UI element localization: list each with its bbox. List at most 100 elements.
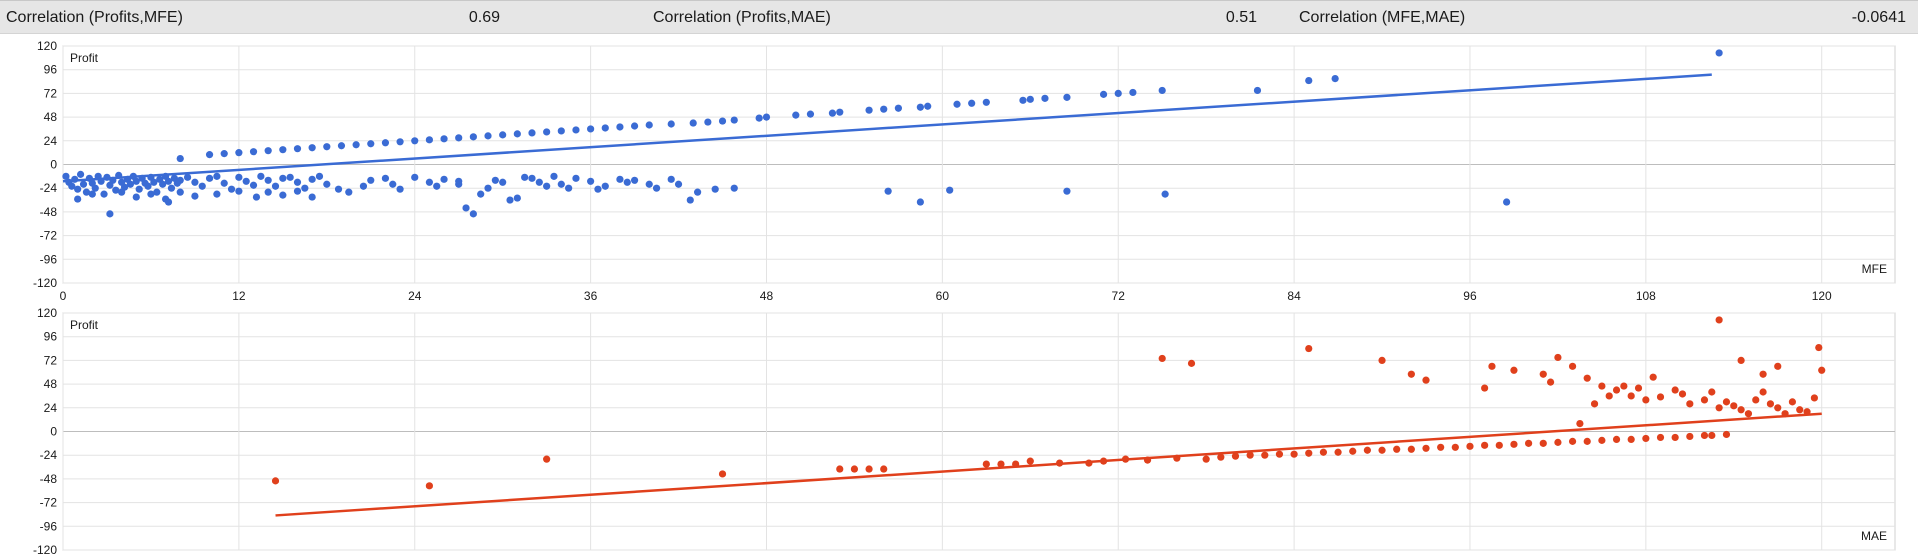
mae-data-point <box>718 470 727 478</box>
mfe-data-point <box>159 180 167 188</box>
mfe-data-point <box>924 102 932 110</box>
mae-data-point <box>1774 362 1782 370</box>
mae-data-point <box>1583 437 1591 445</box>
mae-data-point <box>1686 432 1694 441</box>
mae-data-point <box>1407 370 1415 378</box>
mae-data-point <box>1774 404 1782 412</box>
mae-data-point <box>1466 442 1474 450</box>
stat-label-profits-mfe: Correlation (Profits,MFE) <box>6 9 183 26</box>
mfe-y-tick-label: -24 <box>40 181 58 195</box>
mae-data-point <box>1568 362 1577 370</box>
mfe-data-point <box>337 142 346 150</box>
mfe-data-point <box>293 187 302 195</box>
mae-data-point <box>850 465 859 473</box>
mfe-data-point <box>389 180 397 188</box>
mfe-data-point <box>440 175 448 183</box>
mae-data-point <box>1671 386 1679 394</box>
mae-data-point <box>1656 393 1665 401</box>
mfe-data-point <box>334 185 343 193</box>
mfe-data-point <box>543 182 551 190</box>
mae-data-point <box>1422 376 1430 384</box>
mae-data-point <box>425 482 433 490</box>
mae-data-point <box>1319 448 1328 456</box>
mfe-data-point <box>74 185 82 193</box>
mfe-data-point <box>396 185 404 193</box>
mae-data-point <box>1546 378 1555 386</box>
mfe-data-point <box>144 182 152 190</box>
mae-data-point <box>1759 388 1767 396</box>
mae-data-point <box>1715 404 1723 412</box>
mfe-data-point <box>601 182 609 190</box>
mfe-data-point <box>352 141 360 149</box>
mfe-data-point <box>1503 198 1511 206</box>
mfe-data-point <box>469 210 477 218</box>
mfe-data-point <box>301 184 309 192</box>
mfe-y-axis-label: Profit <box>70 51 99 65</box>
mfe-x-tick-label: 12 <box>232 289 246 300</box>
mae-data-point <box>1612 435 1621 443</box>
mae-data-point <box>1744 410 1753 418</box>
mfe-data-point <box>82 188 91 196</box>
stat-label-profits-mae: Correlation (Profits,MAE) <box>653 9 831 26</box>
mfe-data-point <box>396 138 404 146</box>
mfe-data-point <box>118 188 126 196</box>
mae-data-point <box>997 460 1005 468</box>
mfe-data-point <box>587 125 595 133</box>
mfe-data-point <box>308 193 316 201</box>
mfe-data-point <box>499 131 507 139</box>
mfe-data-point <box>249 148 258 156</box>
mae-data-point <box>1554 353 1562 362</box>
mfe-data-point <box>213 190 221 198</box>
mfe-data-point <box>235 149 243 157</box>
mfe-data-point <box>345 188 353 196</box>
mfe-data-point <box>198 182 206 190</box>
mfe-data-point <box>1253 86 1262 95</box>
stat-value-profits-mfe: 0.69 <box>468 9 500 26</box>
mfe-data-point <box>106 210 114 218</box>
mae-data-point <box>880 465 888 473</box>
mfe-data-point <box>411 137 419 145</box>
mae-data-point <box>1378 356 1386 364</box>
mfe-y-tick-label: -96 <box>40 252 58 266</box>
mfe-data-point <box>572 126 580 134</box>
mae-y-tick-label: 72 <box>44 353 58 367</box>
mfe-data-point <box>132 193 140 201</box>
mfe-data-point <box>1099 90 1108 98</box>
mae-data-point <box>1737 356 1745 364</box>
mfe-data-point <box>630 122 639 130</box>
mfe-data-point <box>528 129 536 137</box>
mfe-data-point <box>264 188 272 196</box>
mfe-data-point <box>279 191 287 199</box>
correlation-stats-bar: Correlation (Profits,MFE) 0.69 Correlati… <box>0 0 1918 34</box>
mfe-data-point <box>205 151 214 159</box>
mfe-data-point <box>572 174 580 182</box>
mae-data-point <box>1815 343 1823 352</box>
mfe-data-point <box>235 173 243 181</box>
mae-y-tick-label: 48 <box>44 377 58 391</box>
mfe-data-point <box>587 177 595 185</box>
mfe-data-point <box>968 99 976 107</box>
mae-scatter-chart: 120 96 72 48 24 0 -24 -48 -72 -96 -120 Profit MAE <box>33 306 1896 556</box>
mfe-data-point <box>477 190 485 198</box>
mfe-y-tick-label: -48 <box>40 205 58 219</box>
mae-data-point <box>1715 316 1723 324</box>
mae-y-tick-label: -120 <box>33 543 57 556</box>
mfe-data-point <box>792 111 800 119</box>
mae-data-point <box>1686 400 1694 408</box>
mae-data-point <box>1187 359 1196 367</box>
mfe-data-point <box>484 132 492 140</box>
mfe-data-point <box>62 172 70 180</box>
mfe-x-tick-label: 96 <box>1463 289 1477 300</box>
mfe-data-point <box>88 190 96 198</box>
mae-data-point <box>1678 390 1687 398</box>
mfe-data-point <box>894 104 902 112</box>
mae-data-point <box>1752 396 1760 404</box>
mfe-y-tick-label: -72 <box>40 229 58 243</box>
mfe-data-point <box>293 145 302 153</box>
mfe-x-tick-label: 36 <box>584 289 598 300</box>
mae-data-point <box>1437 443 1445 451</box>
mfe-data-point <box>836 108 844 116</box>
mae-data-point <box>1590 400 1599 408</box>
mfe-data-point <box>630 176 639 184</box>
mfe-data-point <box>550 172 558 180</box>
